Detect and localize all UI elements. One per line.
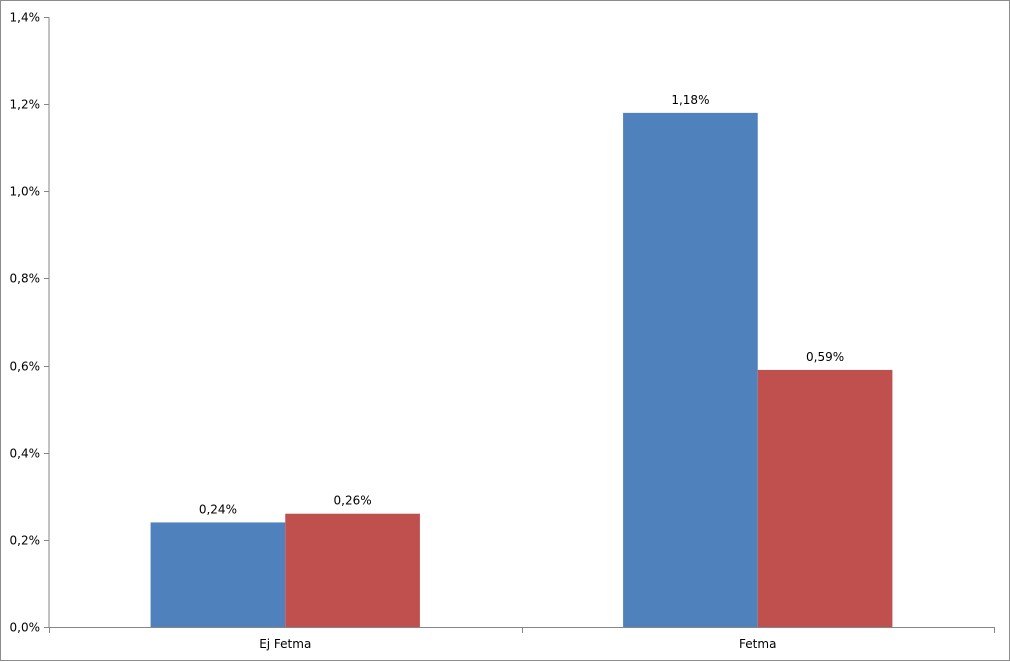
bar-value-label: 1,18% [671,93,709,107]
y-tick-label: 1,0% [10,185,41,199]
bar-value-label: 0,59% [806,350,844,364]
y-axis: 0,0% 0,2% 0,4% 0,6% 0,8% 1,0% 1,2% 1,4% [10,11,50,635]
y-tick-label: 0,6% [10,360,41,374]
y-tick-label: 1,4% [10,11,41,25]
bar-value-label: 0,26% [334,494,372,508]
y-tick-label: 0,4% [10,447,41,461]
y-tick-label: 0,2% [10,534,41,548]
bars [150,112,893,628]
y-tick-label: 0,0% [10,621,41,635]
x-tick-label: Fetma [739,637,776,651]
bar-series-2-ej-fetma [285,513,420,627]
y-tick-label: 0,8% [10,272,41,286]
x-tick-label: Ej Fetma [259,637,311,651]
bar-series-1-fetma [623,112,758,628]
data-labels: 0,24% 0,26% 1,18% 0,59% [199,93,844,517]
x-axis: Ej Fetma Fetma [49,627,995,651]
bar-value-label: 0,24% [199,502,237,516]
y-tick-label: 1,2% [10,98,41,112]
bar-series-2-fetma [757,369,893,627]
bar-series-1-ej-fetma [150,522,286,627]
